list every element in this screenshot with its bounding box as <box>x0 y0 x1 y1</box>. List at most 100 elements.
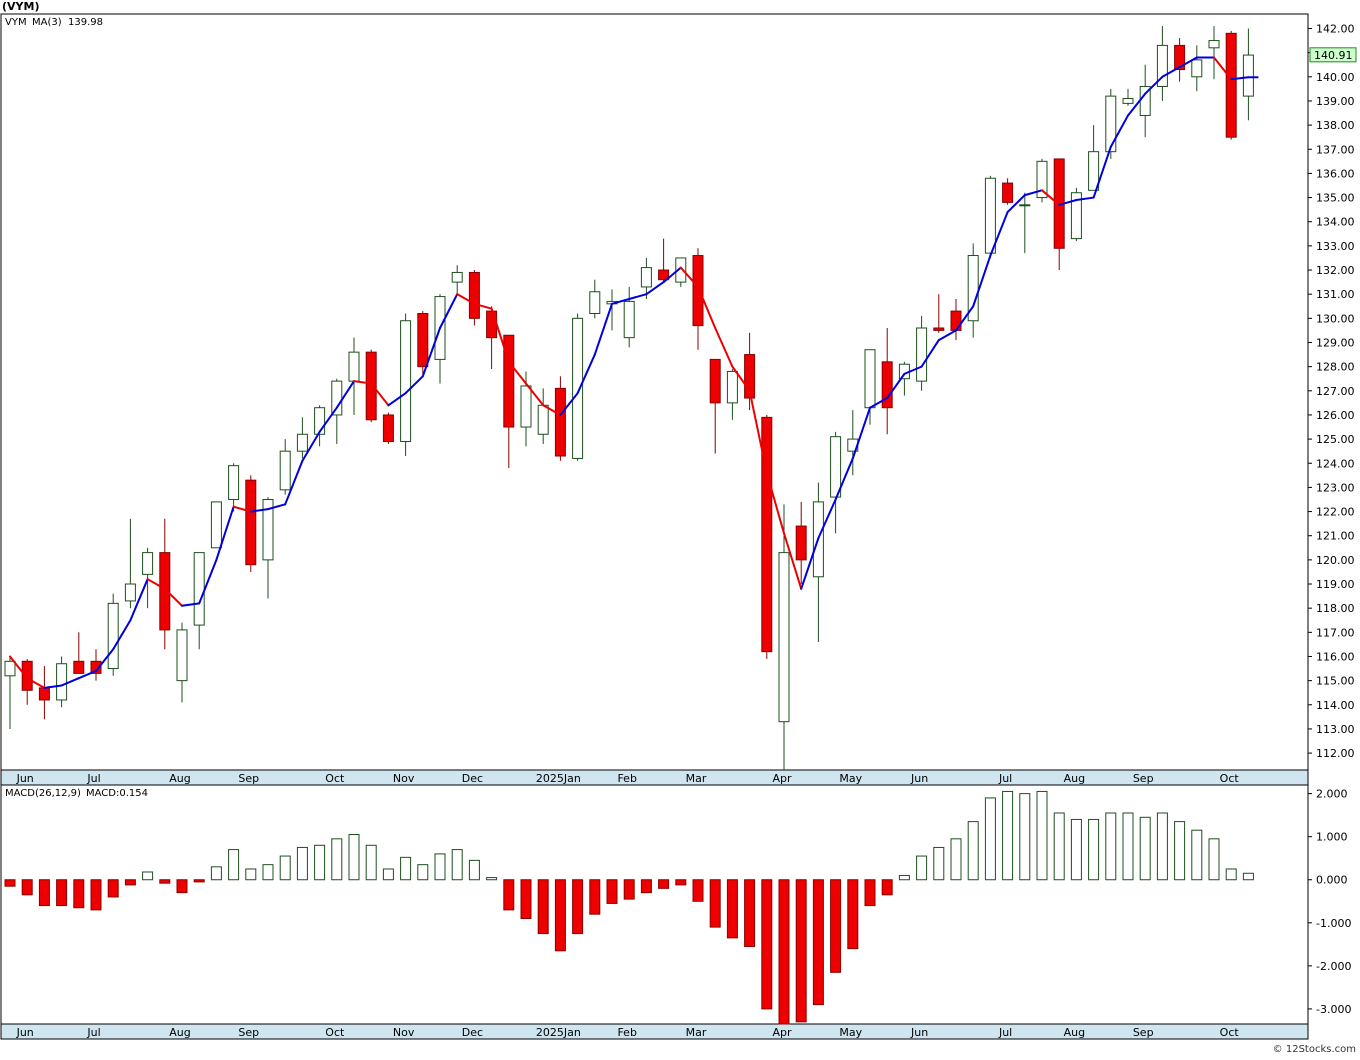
candle-down <box>744 354 756 399</box>
candle-down <box>503 334 515 428</box>
macd-bar-negative <box>761 879 773 1010</box>
candle-up <box>107 602 119 670</box>
month-label: Aug <box>169 772 190 785</box>
macd-bar-positive <box>1122 812 1134 881</box>
macd-bar-positive <box>1036 790 1048 881</box>
candle-up <box>1105 95 1117 153</box>
ma-segment <box>851 406 871 460</box>
ma-segment <box>645 281 665 296</box>
candle-down <box>709 358 721 404</box>
month-label: Jun <box>910 772 928 785</box>
ma-segment <box>748 389 768 474</box>
price-tick-label: 131.00 <box>1316 288 1355 301</box>
macd-bar-negative <box>503 879 515 911</box>
candle-down <box>486 310 498 339</box>
macd-bar-negative <box>658 879 670 889</box>
candle-down <box>365 351 377 421</box>
candle-down <box>933 327 945 331</box>
candle-up <box>1036 160 1048 199</box>
candle-up <box>176 629 188 682</box>
candle-up <box>56 663 68 701</box>
macd-tick-label: -2.000 <box>1316 960 1351 973</box>
ma-segment <box>163 587 183 607</box>
ma-segment <box>267 503 287 511</box>
ma-segment <box>404 375 424 395</box>
candle-up <box>1019 204 1031 207</box>
price-tick-label: 133.00 <box>1316 240 1355 253</box>
ma-segment <box>181 602 201 607</box>
macd-bar-negative <box>847 879 859 950</box>
ma-segment <box>129 578 149 622</box>
candle-up <box>279 450 291 491</box>
candle-down <box>554 387 566 457</box>
candle-up <box>778 552 790 723</box>
price-tick-label: 117.00 <box>1316 626 1355 639</box>
ma-segment <box>989 211 1009 257</box>
ma-segment <box>593 302 613 356</box>
macd-bar-negative <box>830 879 842 973</box>
month-label: Jun <box>16 772 34 785</box>
macd-bar-negative <box>193 879 205 883</box>
ma-legend: MA(3) <box>32 17 62 28</box>
ma-segment <box>1127 92 1147 117</box>
ma-segment <box>679 266 699 288</box>
ma-segment <box>611 298 631 305</box>
ma-segment <box>1161 66 1181 78</box>
candle-down <box>159 552 171 631</box>
ma-segment <box>473 302 493 310</box>
macd-bar-negative <box>4 879 16 887</box>
month-label: May <box>839 772 862 785</box>
ma-segment <box>490 307 510 363</box>
ma-segment <box>301 430 321 462</box>
price-tick-label: 121.00 <box>1316 530 1355 543</box>
ma-segment <box>318 406 338 433</box>
candle-down <box>21 660 33 691</box>
ma-segment <box>937 329 957 342</box>
macd-legend: MACD(26,12,9) <box>5 788 81 799</box>
month-label-bottom: Sep <box>1133 1026 1154 1039</box>
ma-segment <box>507 360 527 385</box>
macd-bar-positive <box>1208 838 1220 881</box>
ma-segment <box>576 353 596 395</box>
candle-up <box>1088 151 1100 191</box>
ma-segment <box>817 498 837 540</box>
month-label-bottom: Jun <box>910 1026 928 1039</box>
candle-up <box>1156 44 1168 87</box>
macd-bar-negative <box>73 879 85 909</box>
month-label-bottom: Mar <box>686 1026 707 1039</box>
candle-down <box>73 660 85 674</box>
macd-bar-negative <box>744 879 756 947</box>
macd-bar-positive <box>365 844 377 881</box>
candle-down <box>692 255 704 327</box>
candle-down <box>761 416 773 653</box>
ma-segment <box>714 326 734 368</box>
ma-segment <box>421 326 441 378</box>
macd-bar-negative <box>606 879 618 904</box>
candle-up <box>1191 59 1203 78</box>
ma-segment <box>869 397 889 409</box>
macd-bar-positive <box>1105 812 1117 881</box>
ma-segment <box>232 505 252 513</box>
price-panel-frame <box>0 13 1309 771</box>
month-label-bottom: Feb <box>617 1026 636 1039</box>
ma-segment <box>834 457 854 501</box>
macd-bar-negative <box>881 879 893 896</box>
price-tick-label: 128.00 <box>1316 361 1355 374</box>
candle-up <box>830 436 842 498</box>
candle-down <box>90 660 102 674</box>
price-tick-label: 114.00 <box>1316 699 1355 712</box>
candle-down <box>382 414 394 443</box>
ma-segment <box>662 266 682 284</box>
macd-bar-negative <box>589 879 601 915</box>
month-label-bottom: Oct <box>1220 1026 1240 1039</box>
candle-up <box>142 552 154 575</box>
month-label: Nov <box>393 772 415 785</box>
price-tick-label: 124.00 <box>1316 457 1355 470</box>
macd-bar-positive <box>950 838 962 881</box>
macd-bar-positive <box>933 846 945 881</box>
candle-up <box>726 370 738 404</box>
panel-frames <box>0 13 1309 1040</box>
macd-bar-negative <box>864 879 876 907</box>
candle-up <box>864 349 876 409</box>
ma-segment <box>198 558 218 605</box>
